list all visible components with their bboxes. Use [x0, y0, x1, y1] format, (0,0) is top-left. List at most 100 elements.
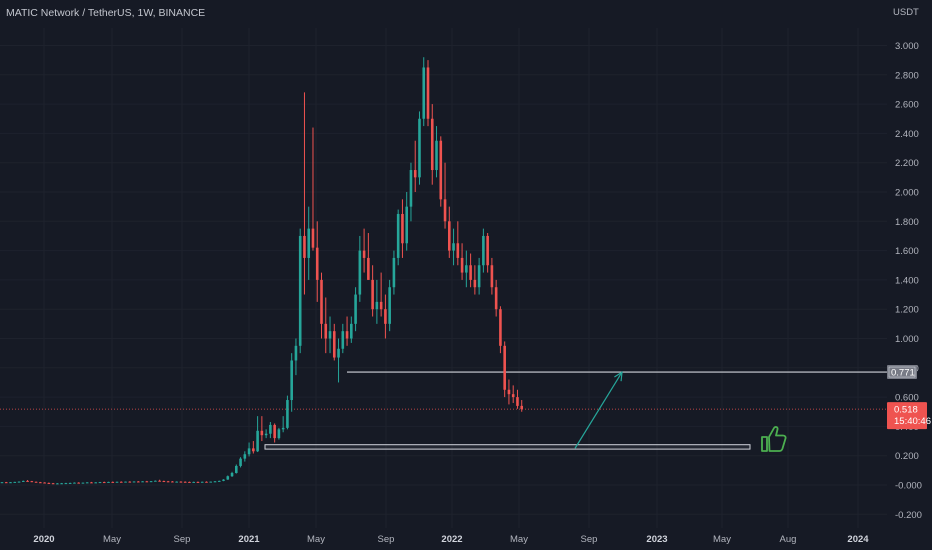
candle	[448, 206, 451, 258]
candle	[345, 316, 349, 346]
candle	[200, 481, 204, 483]
drawings	[0, 371, 887, 452]
candle	[520, 400, 524, 412]
candle	[452, 228, 455, 266]
candle	[477, 257, 481, 295]
candle	[350, 316, 353, 343]
y-tick-label: 1.200	[895, 305, 919, 316]
candle	[371, 265, 374, 317]
y-tick-label: 2.600	[895, 100, 919, 111]
candle	[384, 294, 387, 339]
countdown-label: 15:40:46	[894, 416, 931, 427]
candle	[39, 481, 42, 484]
y-tick-label: 1.400	[895, 275, 919, 286]
candle	[60, 482, 63, 485]
candle	[230, 471, 234, 477]
x-tick-label: 2020	[33, 534, 54, 545]
candle	[430, 104, 434, 185]
y-tick-label: 2.800	[895, 70, 919, 81]
candle	[413, 140, 417, 192]
candle	[264, 429, 268, 439]
candle	[320, 272, 323, 339]
candle	[490, 257, 494, 295]
candle	[247, 442, 251, 457]
candle	[17, 481, 21, 483]
target-arrow	[574, 371, 623, 449]
chart-title: MATIC Network / TetherUS, 1W, BINANCE	[6, 7, 206, 19]
candle	[260, 416, 264, 442]
candle	[435, 126, 438, 178]
y-tick-label: 3.000	[895, 41, 919, 52]
candle	[324, 297, 328, 354]
candle	[179, 481, 183, 483]
y-tick-label: 0.600	[895, 393, 919, 404]
candle	[311, 127, 315, 251]
candle	[137, 481, 140, 483]
candle	[516, 389, 519, 409]
resistance-price-label: 0.771	[891, 368, 915, 379]
candle	[243, 451, 247, 462]
x-tick-label: Sep	[581, 534, 598, 545]
candle	[90, 481, 93, 484]
y-tick-label: 1.000	[895, 334, 919, 345]
candle	[235, 464, 238, 474]
candle	[107, 481, 110, 483]
y-tick-label: 1.600	[895, 246, 919, 257]
candle	[328, 316, 332, 354]
candle	[494, 279, 498, 317]
candle	[273, 423, 276, 443]
x-tick-label: 2024	[847, 534, 869, 545]
candle	[392, 250, 396, 295]
candle	[409, 162, 413, 222]
candle	[290, 353, 293, 412]
candle	[362, 228, 366, 273]
candle	[115, 481, 119, 483]
candle	[286, 395, 289, 430]
x-tick-label: 2023	[646, 534, 667, 545]
x-tick-label: May	[713, 534, 731, 545]
candles	[0, 57, 524, 485]
candle	[217, 480, 221, 482]
y-tick-label: 2.000	[895, 188, 919, 199]
candle	[145, 480, 149, 483]
candle	[281, 416, 285, 433]
candle	[171, 481, 174, 483]
candle	[252, 441, 255, 454]
candle	[388, 279, 391, 332]
candle	[426, 60, 430, 127]
grid	[0, 28, 887, 528]
candle	[332, 323, 336, 361]
candle	[294, 338, 298, 376]
candle	[358, 235, 362, 302]
candle	[499, 306, 502, 354]
candle	[507, 379, 511, 405]
candle	[68, 482, 72, 484]
x-tick-label: Aug	[780, 534, 797, 545]
candle	[439, 136, 443, 207]
candle	[13, 481, 17, 483]
candle	[341, 323, 345, 354]
candle	[213, 481, 217, 483]
candle	[94, 482, 98, 484]
candle	[9, 482, 12, 484]
candle	[98, 481, 102, 484]
candle	[22, 480, 25, 482]
axes: 3.000 2.800 2.600 2.400 2.200 2.000 1.800 1.600…	[33, 7, 931, 545]
candle	[81, 482, 85, 484]
candle	[124, 481, 127, 483]
candle	[418, 111, 421, 185]
candle	[162, 480, 166, 483]
candle	[277, 427, 281, 440]
thumbs-up-icon	[761, 426, 787, 452]
candle	[405, 192, 408, 251]
y-tick-label: 2.400	[895, 129, 919, 140]
candle	[0, 482, 4, 484]
candle	[30, 480, 34, 483]
currency-label: USDT	[893, 7, 919, 18]
y-tick-label: 2.200	[895, 158, 919, 169]
candle	[128, 481, 132, 483]
candle	[56, 483, 59, 485]
candle	[375, 279, 379, 324]
candle	[85, 482, 89, 484]
